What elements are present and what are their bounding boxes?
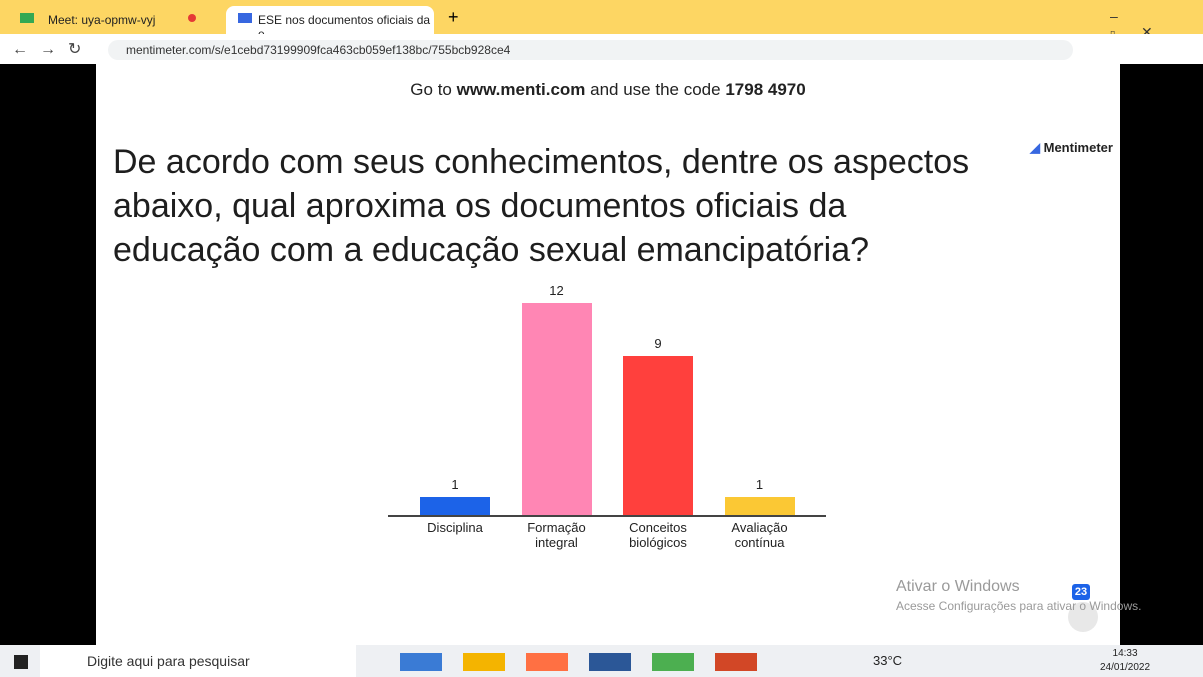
nav-buttons[interactable]: ←→↻: [12, 39, 93, 59]
value-label: 1: [725, 477, 795, 492]
value-label: 12: [522, 283, 592, 298]
meet-icon: [20, 13, 34, 23]
start-button[interactable]: [14, 655, 28, 669]
category-label: Conceitos biológicos: [618, 520, 698, 550]
baseline: [388, 515, 826, 517]
weather[interactable]: 33°C: [873, 653, 902, 668]
search-placeholder: Digite aqui para pesquisar: [87, 653, 250, 669]
recording-icon: [188, 14, 196, 22]
watermark-subtitle: Acesse Configurações para ativar o Windo…: [896, 599, 1141, 613]
tab-strip: Meet: uya-opmw-vyj ESE nos documentos of…: [0, 0, 1203, 34]
value-label: 1: [420, 477, 490, 492]
category-label: Avaliação contínua: [720, 520, 800, 550]
bar-chart: 1 Disciplina 12 Formação integral 9 Conceitos…: [96, 64, 1120, 645]
search-box[interactable]: Digite aqui para pesquisar: [40, 645, 356, 677]
menti-icon: [238, 13, 252, 23]
category-label: Disciplina: [415, 520, 495, 535]
tab-title: Meet: uya-opmw-vyj: [48, 13, 155, 27]
time: 14:33: [1100, 647, 1150, 661]
category-label: Formação integral: [517, 520, 597, 550]
bar: [522, 303, 592, 515]
date: 24/01/2022: [1100, 661, 1150, 675]
url: mentimeter.com/s/e1cebd73199909fca463cb0…: [126, 43, 510, 57]
watermark-title: Ativar o Windows: [896, 578, 1141, 596]
tab[interactable]: ESE nos documentos oficiais da e: [226, 6, 434, 34]
bar: [623, 356, 693, 515]
bar: [725, 497, 795, 515]
activation-watermark: Ativar o Windows Acesse Configurações pa…: [896, 578, 1141, 613]
value-label: 9: [623, 336, 693, 351]
pinned-apps[interactable]: [400, 653, 820, 671]
bar: [420, 497, 490, 515]
url-field[interactable]: mentimeter.com/s/e1cebd73199909fca463cb0…: [108, 40, 1073, 60]
slide: Go to www.menti.com and use the code 179…: [96, 64, 1120, 645]
screen: Meet: uya-opmw-vyj ESE nos documentos of…: [0, 0, 1203, 677]
new-tab[interactable]: +: [448, 7, 459, 28]
